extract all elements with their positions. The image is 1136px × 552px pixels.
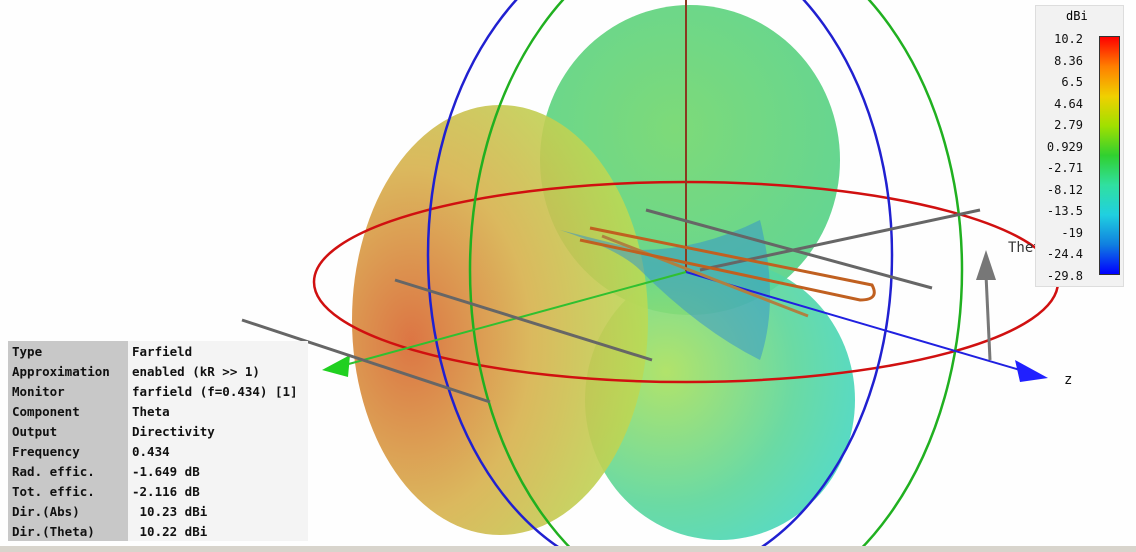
arrow <box>1015 360 1048 382</box>
info-value: enabled (kR >> 1) <box>128 361 308 381</box>
info-key: Tot. effic. <box>8 481 128 501</box>
info-row: Dir.(Theta) 10.22 dBi <box>8 521 308 541</box>
info-value: Theta <box>128 401 308 421</box>
info-key: Approximation <box>8 361 128 381</box>
info-value: -2.116 dB <box>128 481 308 501</box>
legend-label: -29.8 <box>1046 269 1083 283</box>
legend-label: 0.929 <box>1046 139 1083 154</box>
legend-label: 6.5 <box>1061 75 1083 90</box>
theta-arrow <box>984 274 992 361</box>
info-row: Dir.(Abs) 10.23 dBi <box>8 501 308 521</box>
legend-label: -24.4 <box>1046 247 1083 262</box>
arrow <box>976 250 996 280</box>
info-key: Dir.(Abs) <box>8 501 128 521</box>
info-value: 10.22 dBi <box>128 521 308 541</box>
antenna <box>241 208 981 404</box>
theta-circle <box>426 0 894 552</box>
info-key: Dir.(Theta) <box>8 521 128 541</box>
info-table: Type Farfield Approximation enabled (kR >> … <box>8 341 308 541</box>
info-value: 0.434 <box>128 441 308 461</box>
info-value: farfield (f=0.434) [1] <box>128 381 308 401</box>
color-legend: dBi 10.2 8.36 6.5 4.64 2.79 0.929 -2.71 -8.12 -1… <box>1035 5 1124 287</box>
z-axis <box>685 271 1021 371</box>
info-key: Rad. effic. <box>8 461 128 481</box>
info-key: Type <box>8 341 128 361</box>
legend-label: -8.12 <box>1046 182 1083 197</box>
info-row: Component Theta <box>8 401 308 421</box>
info-row: Tot. effic. -2.116 dB <box>8 481 308 501</box>
info-key: Component <box>8 401 128 421</box>
info-value: 10.23 dBi <box>128 501 308 521</box>
info-value: Directivity <box>128 421 308 441</box>
main-lobe <box>352 105 648 535</box>
info-row: Frequency 0.434 <box>8 441 308 461</box>
info-row: Approximation enabled (kR >> 1) <box>8 361 308 381</box>
legend-label: 4.64 <box>1054 96 1083 111</box>
legend-label: 10.2 <box>1054 32 1083 46</box>
legend-label: -19 <box>1061 225 1083 240</box>
legend-label: -2.71 <box>1046 161 1083 176</box>
info-value: -1.649 dB <box>128 461 308 481</box>
info-row: Rad. effic. -1.649 dB <box>8 461 308 481</box>
theta-circle <box>468 0 964 552</box>
info-row: Output Directivity <box>8 421 308 441</box>
lower-lobe <box>585 260 855 540</box>
legend-label: -13.5 <box>1046 204 1083 219</box>
status-strip <box>0 546 1136 552</box>
info-key: Output <box>8 421 128 441</box>
axis-label: z <box>1064 372 1072 388</box>
info-key: Monitor <box>8 381 128 401</box>
legend-title: dBi <box>1066 9 1088 23</box>
arrow <box>322 355 350 377</box>
color-bar <box>1099 36 1120 275</box>
legend-label: 8.36 <box>1054 53 1083 68</box>
info-key: Frequency <box>8 441 128 461</box>
info-row: Type Farfield <box>8 341 308 361</box>
info-value: Farfield <box>128 341 308 361</box>
legend-label: 2.79 <box>1054 118 1083 133</box>
info-row: Monitor farfield (f=0.434) [1] <box>8 381 308 401</box>
